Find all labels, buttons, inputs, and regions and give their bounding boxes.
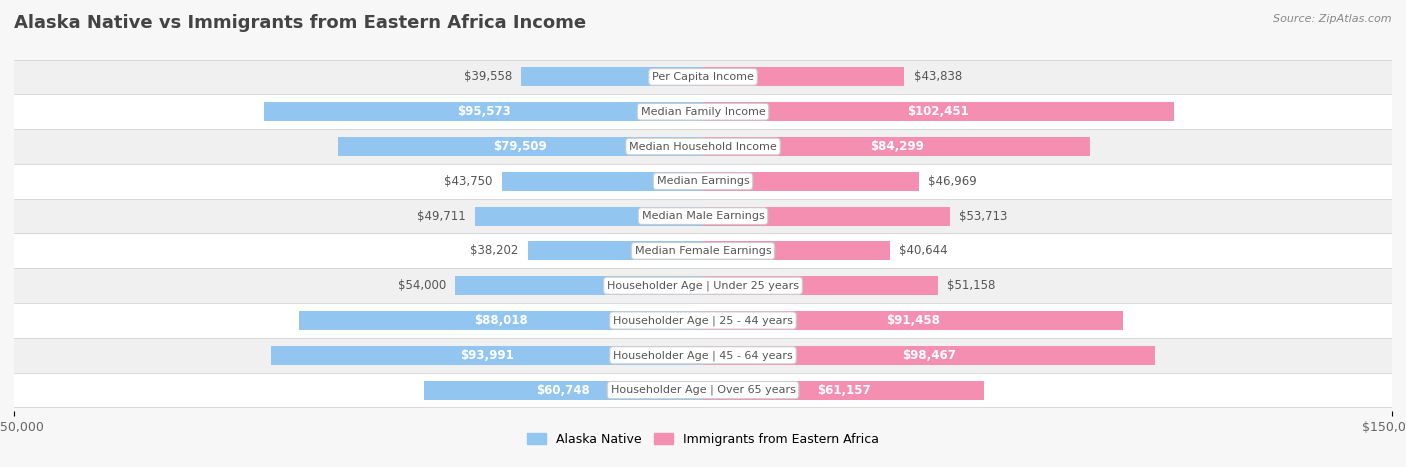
Text: Median Family Income: Median Family Income	[641, 107, 765, 117]
Text: $46,969: $46,969	[928, 175, 977, 188]
Bar	[14, 338, 1392, 373]
Text: $88,018: $88,018	[474, 314, 527, 327]
Text: Source: ZipAtlas.com: Source: ZipAtlas.com	[1274, 14, 1392, 24]
Text: $51,158: $51,158	[948, 279, 995, 292]
Text: $43,838: $43,838	[914, 71, 962, 84]
Bar	[14, 303, 1392, 338]
Text: $39,558: $39,558	[464, 71, 512, 84]
Bar	[475, 206, 703, 226]
Bar	[14, 198, 1392, 234]
Bar	[703, 276, 938, 295]
Bar	[14, 59, 1392, 94]
Bar	[271, 346, 703, 365]
Text: $84,299: $84,299	[870, 140, 924, 153]
Bar	[14, 129, 1392, 164]
Text: $60,748: $60,748	[537, 383, 591, 396]
Text: $54,000: $54,000	[398, 279, 446, 292]
Text: Householder Age | 25 - 44 years: Householder Age | 25 - 44 years	[613, 315, 793, 326]
Bar	[703, 346, 1156, 365]
Text: Householder Age | Over 65 years: Householder Age | Over 65 years	[610, 385, 796, 396]
Text: $53,713: $53,713	[959, 210, 1007, 223]
Bar	[703, 137, 1090, 156]
Text: Median Earnings: Median Earnings	[657, 177, 749, 186]
Bar	[703, 311, 1123, 330]
Bar	[703, 241, 890, 261]
Text: Median Female Earnings: Median Female Earnings	[634, 246, 772, 256]
Bar	[14, 373, 1392, 408]
Bar	[298, 311, 703, 330]
Text: Median Male Earnings: Median Male Earnings	[641, 211, 765, 221]
Bar	[264, 102, 703, 121]
Text: Alaska Native vs Immigrants from Eastern Africa Income: Alaska Native vs Immigrants from Eastern…	[14, 14, 586, 32]
Text: Householder Age | 45 - 64 years: Householder Age | 45 - 64 years	[613, 350, 793, 361]
Text: $102,451: $102,451	[907, 105, 969, 118]
Text: $91,458: $91,458	[886, 314, 941, 327]
Bar	[703, 172, 918, 191]
Bar	[14, 94, 1392, 129]
Text: $49,711: $49,711	[416, 210, 465, 223]
Text: $79,509: $79,509	[494, 140, 547, 153]
Bar	[14, 164, 1392, 198]
Bar	[703, 102, 1174, 121]
Bar	[703, 381, 984, 400]
Text: $40,644: $40,644	[898, 244, 948, 257]
Legend: Alaska Native, Immigrants from Eastern Africa: Alaska Native, Immigrants from Eastern A…	[522, 428, 884, 451]
Text: $95,573: $95,573	[457, 105, 510, 118]
Text: $43,750: $43,750	[444, 175, 494, 188]
Text: Median Household Income: Median Household Income	[628, 142, 778, 151]
Bar	[527, 241, 703, 261]
Bar	[703, 67, 904, 86]
Bar	[14, 234, 1392, 269]
Bar	[14, 269, 1392, 303]
Bar	[456, 276, 703, 295]
Bar	[425, 381, 703, 400]
Text: Per Capita Income: Per Capita Income	[652, 72, 754, 82]
Bar	[703, 206, 949, 226]
Bar	[522, 67, 703, 86]
Text: $98,467: $98,467	[903, 349, 956, 362]
Bar	[502, 172, 703, 191]
Text: Householder Age | Under 25 years: Householder Age | Under 25 years	[607, 281, 799, 291]
Bar	[337, 137, 703, 156]
Text: $93,991: $93,991	[460, 349, 515, 362]
Text: $38,202: $38,202	[470, 244, 519, 257]
Text: $61,157: $61,157	[817, 383, 870, 396]
